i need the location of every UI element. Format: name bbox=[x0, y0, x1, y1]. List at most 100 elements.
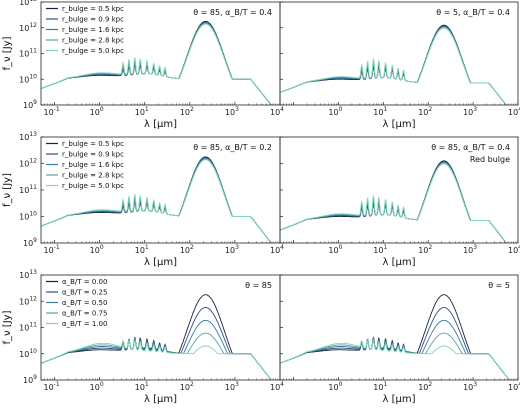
tick-exponent: 13 bbox=[29, 0, 37, 3]
panel-annotation: θ = 85, α_B/T = 0.4 bbox=[431, 143, 510, 152]
tick-exponent: 3 bbox=[235, 381, 239, 388]
tick-exponent: 10 bbox=[29, 211, 37, 218]
legend: r_bulge = 0.5 kpc r_bulge = 0.9 kpc r_bulg… bbox=[46, 140, 124, 190]
x-tick-label: 103 bbox=[463, 106, 477, 117]
tick-exponent: 4 bbox=[518, 381, 520, 388]
legend-label: r_bulge = 5.0 kpc bbox=[62, 182, 124, 190]
x-axis-label: λ [μm] bbox=[382, 257, 415, 268]
series-line bbox=[41, 319, 272, 380]
panel-row1-right: 100101102103104λ [μm]θ = 5, α_B/T = 0.4 bbox=[279, 1, 520, 130]
legend-label: r_bulge = 2.8 kpc bbox=[62, 172, 124, 180]
x-tick-label: 102 bbox=[418, 106, 432, 117]
x-tick-label: 102 bbox=[418, 381, 432, 392]
x-tick-label: 101 bbox=[373, 381, 387, 392]
x-tick-label: 10-1 bbox=[43, 106, 59, 117]
legend-label: α_B/T = 1.00 bbox=[62, 320, 107, 328]
tick-base: 10 bbox=[328, 108, 338, 117]
series-line bbox=[280, 163, 507, 243]
tick-exponent: 10 bbox=[29, 73, 37, 80]
series-line bbox=[280, 332, 510, 380]
tick-exponent: 0 bbox=[100, 244, 104, 251]
tick-exponent: 9 bbox=[33, 374, 37, 381]
x-tick-label: 104 bbox=[508, 381, 520, 392]
tick-exponent: 12 bbox=[29, 158, 37, 165]
x-tick-label: 104 bbox=[270, 106, 284, 117]
x-tick-label: 101 bbox=[373, 244, 387, 255]
tick-base: 10 bbox=[225, 246, 235, 255]
tick-exponent: 4 bbox=[518, 244, 520, 251]
tick-base: 10 bbox=[43, 383, 53, 392]
tick-exponent: 13 bbox=[29, 269, 37, 276]
tick-base: 10 bbox=[270, 246, 280, 255]
panel-annotation: θ = 5 bbox=[488, 281, 510, 290]
series-group bbox=[41, 20, 272, 105]
series-group bbox=[280, 160, 507, 243]
x-tick-label: 101 bbox=[135, 381, 149, 392]
tick-exponent: 2 bbox=[190, 244, 194, 251]
legend: α_B/T = 0.00 α_B/T = 0.25 α_B/T = 0.50 α_B/… bbox=[46, 278, 107, 328]
series-line bbox=[41, 159, 272, 243]
legend-label: r_bulge = 0.5 kpc bbox=[62, 140, 124, 148]
series-line bbox=[280, 294, 510, 380]
y-tick-label: 1012 bbox=[19, 158, 37, 169]
tick-exponent: 0 bbox=[339, 106, 343, 113]
y-axis-label: f_ν [Jy] bbox=[2, 36, 13, 70]
tick-exponent: 1 bbox=[383, 244, 387, 251]
series-line bbox=[41, 23, 272, 105]
legend: r_bulge = 0.5 kpc r_bulge = 0.9 kpc r_bulg… bbox=[46, 5, 124, 55]
tick-base: 10 bbox=[463, 108, 473, 117]
legend-label: r_bulge = 1.6 kpc bbox=[62, 161, 124, 169]
series-group bbox=[280, 24, 507, 105]
y-tick-label: 1010 bbox=[19, 348, 37, 359]
tick-exponent: 2 bbox=[428, 244, 432, 251]
y-axis-label: f_ν [Jy] bbox=[2, 173, 13, 207]
series-line bbox=[280, 27, 507, 105]
tick-base: 10 bbox=[23, 376, 33, 385]
tick-base: 10 bbox=[135, 246, 145, 255]
panel-annotation: θ = 85, α_B/T = 0.2 bbox=[193, 143, 272, 152]
tick-base: 10 bbox=[19, 0, 29, 7]
tick-exponent: 0 bbox=[339, 381, 343, 388]
tick-exponent: 0 bbox=[339, 244, 343, 251]
x-axis-label: λ [μm] bbox=[382, 119, 415, 130]
tick-exponent: 3 bbox=[473, 106, 477, 113]
tick-exponent: 4 bbox=[280, 381, 284, 388]
tick-base: 10 bbox=[19, 350, 29, 359]
tick-base: 10 bbox=[135, 383, 145, 392]
legend-label: r_bulge = 0.5 kpc bbox=[62, 5, 124, 13]
tick-base: 10 bbox=[180, 246, 190, 255]
y-tick-label: 1012 bbox=[19, 295, 37, 306]
series-group bbox=[41, 294, 272, 380]
tick-exponent: 1 bbox=[145, 106, 149, 113]
y-tick-label: 1013 bbox=[19, 269, 37, 280]
tick-base: 10 bbox=[418, 108, 428, 117]
x-tick-label: 100 bbox=[328, 381, 342, 392]
series-line bbox=[280, 338, 510, 380]
tick-exponent: 4 bbox=[280, 106, 284, 113]
tick-base: 10 bbox=[43, 246, 53, 255]
tick-exponent: 11 bbox=[29, 48, 37, 55]
tick-exponent: 1 bbox=[145, 381, 149, 388]
tick-exponent: -1 bbox=[54, 244, 60, 251]
x-tick-label: 102 bbox=[418, 244, 432, 255]
tick-exponent: 11 bbox=[29, 184, 37, 191]
tick-exponent: 1 bbox=[383, 381, 387, 388]
tick-base: 10 bbox=[508, 108, 518, 117]
x-axis-label: λ [μm] bbox=[144, 394, 177, 405]
legend-label: r_bulge = 0.9 kpc bbox=[62, 16, 124, 24]
tick-exponent: 0 bbox=[100, 106, 104, 113]
tick-base: 10 bbox=[328, 383, 338, 392]
tick-exponent: 10 bbox=[29, 348, 37, 355]
x-tick-label: 100 bbox=[90, 244, 104, 255]
tick-base: 10 bbox=[19, 75, 29, 84]
x-tick-label: 103 bbox=[225, 381, 239, 392]
legend-label: α_B/T = 0.00 bbox=[62, 278, 107, 286]
y-tick-label: 109 bbox=[23, 99, 37, 110]
panel-row2-left: 10-1 100 101 102 103 1041091010101110121013λ … bbox=[2, 131, 284, 268]
tick-base: 10 bbox=[19, 324, 29, 333]
tick-base: 10 bbox=[23, 239, 33, 248]
tick-exponent: 1 bbox=[383, 106, 387, 113]
y-tick-label: 1010 bbox=[19, 211, 37, 222]
y-tick-label: 1013 bbox=[19, 131, 37, 142]
